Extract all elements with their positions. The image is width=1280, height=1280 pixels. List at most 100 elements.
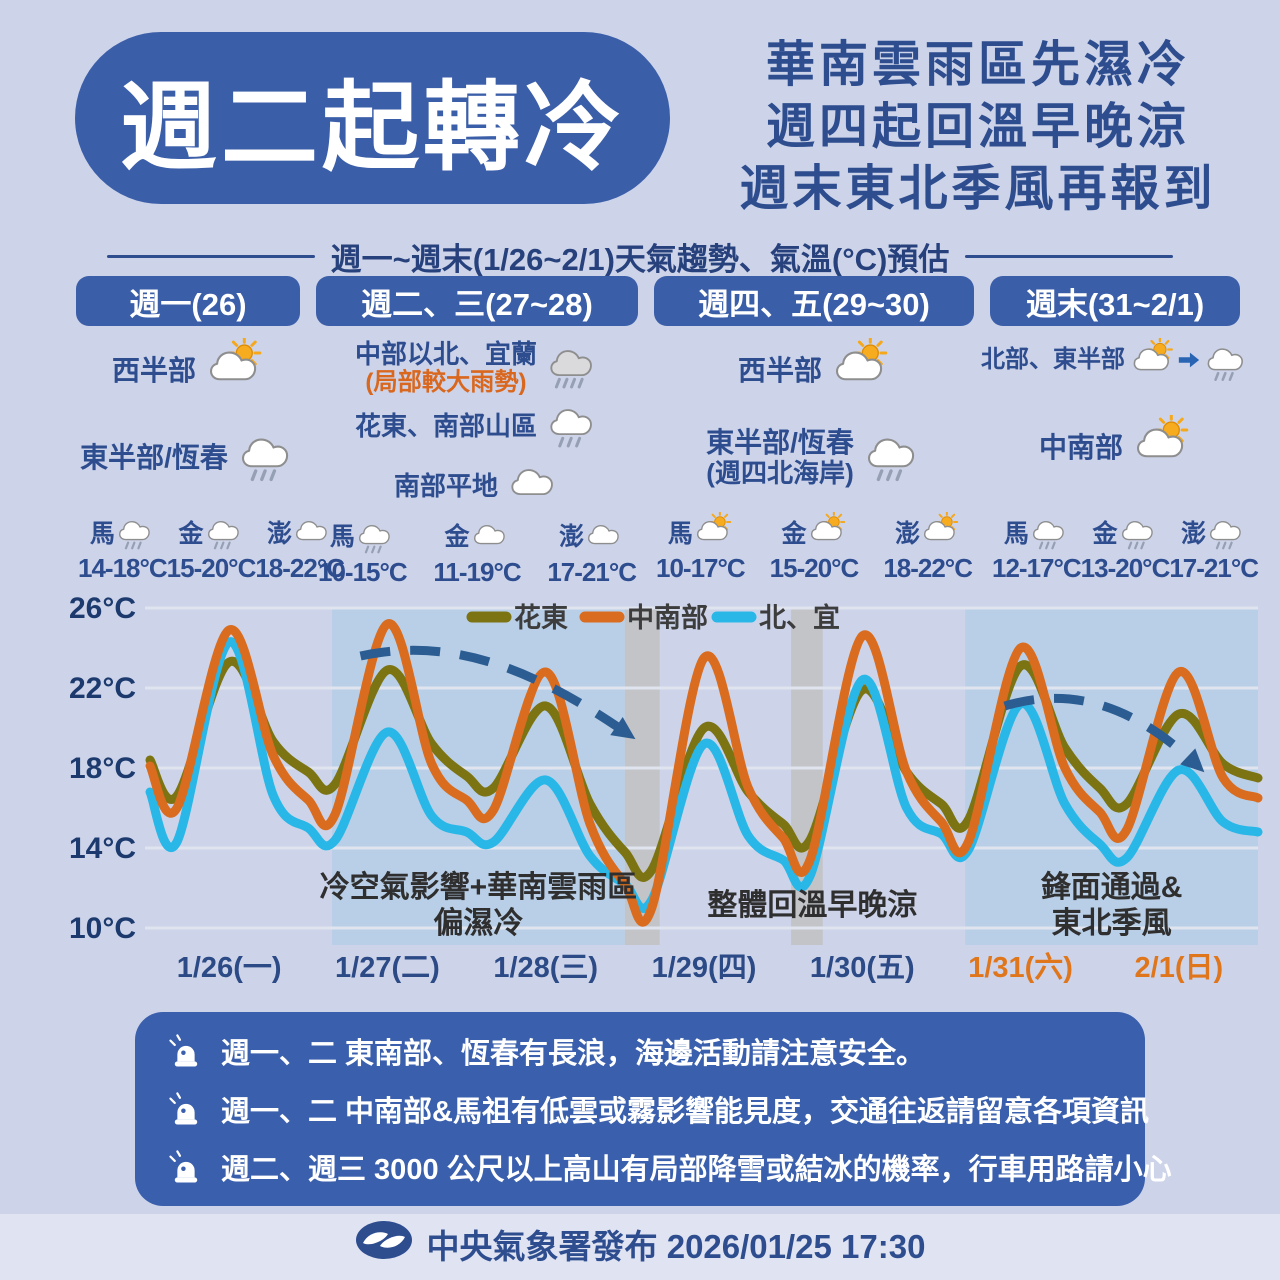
svg-text:1/26(一): 1/26(一) bbox=[177, 952, 282, 984]
region-label: 中南部 bbox=[1038, 431, 1123, 463]
partly-sunny-icon bbox=[1133, 338, 1173, 371]
cloudy-icon bbox=[511, 468, 553, 495]
island-top: 馬 bbox=[1004, 512, 1069, 551]
region-label: 東半部/恆春 bbox=[80, 442, 228, 473]
svg-text:1/27(二): 1/27(二) bbox=[335, 952, 440, 984]
svg-text:1/28(三): 1/28(三) bbox=[493, 952, 598, 984]
chart-subtitle: 週一~週末(1/26~2/1)天氣趨勢、氣溫(°C)預估 bbox=[330, 242, 950, 277]
island-name: 金 bbox=[1092, 519, 1118, 548]
note-row: 週一、二 中南部&馬祖有低雲或霧影響能見度，交通往返請留意各項資訊 bbox=[167, 1088, 1149, 1130]
region-forecast-row: 西半部 bbox=[654, 336, 974, 403]
column-header: 週一(26) bbox=[76, 276, 300, 326]
partly-sunny-icon bbox=[924, 512, 959, 541]
partly-sunny-icon-wrap bbox=[1131, 412, 1191, 480]
rain-icon-wrap bbox=[862, 425, 922, 490]
islands-row: 馬 12-17°C 金 13-20°C 澎 17-21°C bbox=[990, 512, 1259, 584]
svg-text:14°C: 14°C bbox=[69, 832, 136, 865]
island-temp-range: 17-21°C bbox=[547, 556, 637, 587]
subtitle-row: 週一~週末(1/26~2/1)天氣趨勢、氣溫(°C)預估 bbox=[0, 234, 1280, 279]
cloudy-icon bbox=[588, 524, 619, 545]
region-label: 南部平地 bbox=[393, 470, 498, 501]
column-body: 北部、東半部 中南部 馬 12-17°C 金 13-20°C 澎 17-21°C bbox=[981, 326, 1259, 584]
note-text: 週一、二 中南部&馬祖有低雲或霧影響能見度，交通往返請留意各項資訊 bbox=[221, 1096, 1150, 1128]
island-name: 澎 bbox=[1181, 519, 1207, 548]
page-title: 週二起轉冷 bbox=[120, 72, 625, 182]
rain-icon bbox=[1121, 521, 1153, 550]
note-row: 週一、二 東南部、恆春有長浪，海邊活動請注意安全。 bbox=[167, 1030, 1113, 1072]
partly-sunny-icon bbox=[836, 336, 888, 381]
column-body: 西半部東半部/恆春 馬 14-18°C 金 15-20°C 澎 18-22°C bbox=[76, 326, 345, 584]
island-temp-range: 10-15°C bbox=[318, 556, 408, 587]
island-forecast: 馬 12-17°C bbox=[992, 512, 1082, 584]
rain-icon bbox=[118, 521, 150, 550]
island-top: 澎 bbox=[559, 516, 624, 555]
cloudy-icon-wrap bbox=[506, 457, 560, 516]
partly-sunny-icon bbox=[696, 512, 732, 541]
region-forecast-row: 花東、南部山區 bbox=[316, 397, 638, 456]
cloudy-icon bbox=[296, 521, 327, 541]
region-forecast-row: 中部以北、宜蘭 (局部較大雨勢) bbox=[316, 338, 638, 397]
y-axis-labels: 26°C 22°C 18°C 14°C 10°C bbox=[69, 592, 136, 945]
region-label: 西半部 bbox=[737, 354, 822, 386]
island-temp-range: 13-20°C bbox=[1080, 553, 1171, 583]
footer: 中央氣象署發布 2026/01/25 17:30 bbox=[0, 1220, 1280, 1268]
forecast-column-1: 週一(26) 西半部 東半部/恆春 馬 14-18°C 金 15-20°C 澎 18… bbox=[76, 276, 345, 584]
island-name: 澎 bbox=[559, 523, 585, 552]
region-label: 西半部 bbox=[111, 354, 196, 386]
rain-icon bbox=[1210, 521, 1241, 550]
island-top: 金 bbox=[444, 516, 509, 555]
siren-icon bbox=[169, 1034, 198, 1067]
svg-text:北、宜: 北、宜 bbox=[759, 602, 840, 633]
island-temp-range: 18-22°C bbox=[883, 553, 973, 583]
island-top: 澎 bbox=[895, 512, 960, 551]
region-label: 花東、南部山區 bbox=[354, 411, 537, 442]
island-temp-range: 17-21°C bbox=[1169, 553, 1259, 583]
rain-icon bbox=[1207, 348, 1243, 381]
island-forecast: 澎 18-22°C bbox=[255, 512, 345, 584]
column-header: 週四、五(29~30) bbox=[654, 276, 974, 326]
headline-line-1: 華南雲雨區先濕冷 bbox=[765, 38, 1190, 92]
note-text: 週一、二 東南部、恆春有長浪，海邊活動請注意安全。 bbox=[221, 1038, 926, 1070]
partly-sunny-icon bbox=[1137, 412, 1189, 458]
islands-row: 馬 14-18°C 金 15-20°C 澎 18-22°C bbox=[76, 512, 345, 584]
series-line-0 bbox=[145, 656, 1263, 882]
rain-icon bbox=[1032, 521, 1064, 550]
column-body: 西半部東半部/恆春 (週四北海岸) 馬 10-17°C 金 15-20°C 澎 1… bbox=[654, 326, 974, 584]
notes-panel: 週一、二 東南部、恆春有長浪，海邊活動請注意安全。 週一、二 中南部&馬祖有低雲… bbox=[135, 1012, 1172, 1206]
rain-icon-wrap bbox=[545, 397, 599, 456]
rain-icon bbox=[207, 521, 239, 550]
island-name: 金 bbox=[178, 519, 204, 548]
island-temp-range: 12-17°C bbox=[992, 553, 1082, 583]
region-forecast-row: 南部平地 bbox=[316, 457, 638, 516]
svg-text:18°C: 18°C bbox=[69, 752, 136, 785]
note-text: 週二、週三 3000 公尺以上高山有局部降雪或結冰的機率，行車用路請小心 bbox=[221, 1154, 1172, 1186]
island-name: 馬 bbox=[89, 519, 115, 548]
rain-icon bbox=[241, 438, 289, 482]
subtitle-rule-right bbox=[965, 255, 1174, 258]
island-name: 馬 bbox=[667, 519, 693, 548]
cwa-logo-icon bbox=[355, 1220, 413, 1268]
island-forecast: 澎 18-22°C bbox=[883, 512, 973, 584]
island-temp-range: 15-20°C bbox=[769, 553, 860, 583]
region-forecast-row: 東半部/恆春 (週四北海岸) bbox=[654, 425, 974, 490]
island-forecast: 金 13-20°C bbox=[1080, 512, 1171, 584]
region-forecast-row: 北部、東半部 bbox=[981, 338, 1243, 383]
islands-row: 馬 10-17°C 金 15-20°C 澎 18-22°C bbox=[654, 512, 974, 584]
svg-text:整體回溫早晚涼: 整體回溫早晚涼 bbox=[707, 889, 917, 922]
headline-line-2: 週四起回溫早晚涼 bbox=[765, 100, 1190, 154]
column-header: 週二、三(27~28) bbox=[316, 276, 638, 326]
forecast-column-4: 週末(31~2/1) 北部、東半部 中南部 馬 12-17°C 金 13-20°C… bbox=[981, 276, 1259, 584]
rain-icon bbox=[867, 438, 915, 482]
x-axis-labels: 1/26(一) 1/27(二) 1/28(三) 1/29(四) 1/30(五) 1/31(… bbox=[177, 951, 1223, 984]
subtitle-rule-left bbox=[106, 255, 315, 258]
region-forecast-row: 中南部 bbox=[990, 412, 1240, 480]
siren-icon bbox=[169, 1150, 198, 1183]
forecast-column-2: 週二、三(27~28) 中部以北、宜蘭 (局部較大雨勢) 花東、南部山區 南部平地 馬 … bbox=[316, 276, 638, 587]
island-top: 馬 bbox=[668, 512, 733, 551]
island-name: 金 bbox=[444, 523, 470, 552]
island-name: 馬 bbox=[329, 523, 355, 552]
svg-text:冷空氣影響+華南雲雨區: 冷空氣影響+華南雲雨區 bbox=[320, 870, 638, 904]
svg-text:1/29(四): 1/29(四) bbox=[652, 952, 757, 984]
region-forecast-row: 東半部/恆春 bbox=[76, 425, 300, 490]
island-temp-range: 11-19°C bbox=[433, 556, 521, 587]
